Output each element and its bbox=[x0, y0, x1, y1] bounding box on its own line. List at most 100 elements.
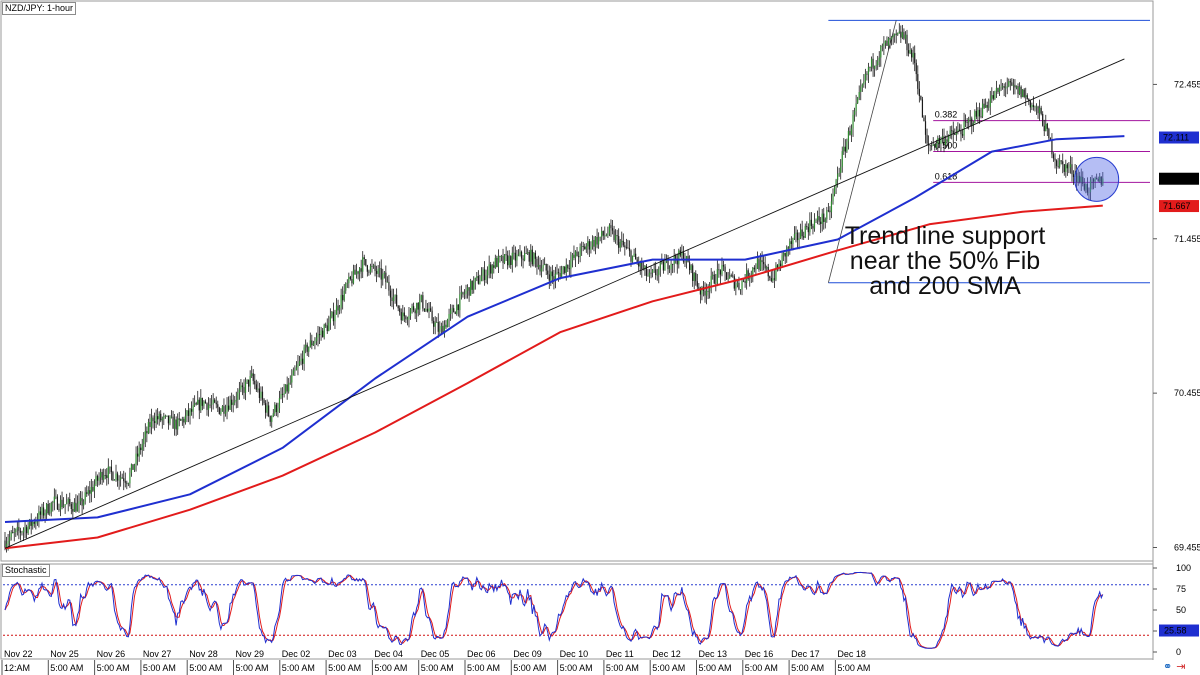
candle-body bbox=[565, 264, 567, 273]
candle-body bbox=[258, 388, 261, 398]
candle-body bbox=[775, 265, 777, 280]
candle-body bbox=[983, 103, 985, 108]
candle-body bbox=[719, 270, 722, 275]
candle-body bbox=[934, 144, 936, 148]
candle-body bbox=[86, 492, 88, 494]
candle-body bbox=[1014, 84, 1016, 88]
x-time-label: 5:00 AM bbox=[837, 663, 870, 673]
candle-body bbox=[978, 109, 981, 117]
candle-body bbox=[149, 422, 151, 427]
candle-body bbox=[41, 507, 43, 515]
candle-body bbox=[146, 431, 148, 434]
candle-body bbox=[394, 294, 396, 297]
candle-body bbox=[858, 92, 860, 99]
candle-body bbox=[209, 404, 211, 406]
candle-body bbox=[101, 471, 103, 480]
candle-body bbox=[1083, 183, 1085, 190]
x-time-label: 12:AM bbox=[4, 663, 30, 673]
candle-body bbox=[966, 122, 968, 123]
candle-body bbox=[70, 503, 72, 510]
candle-body bbox=[1002, 86, 1004, 87]
candle-body bbox=[27, 525, 29, 534]
candle-body bbox=[656, 274, 658, 276]
candle-body bbox=[547, 270, 549, 275]
candle-body bbox=[152, 417, 154, 422]
candle-body bbox=[869, 67, 871, 68]
candle-body bbox=[577, 256, 580, 258]
candle-body bbox=[87, 490, 89, 494]
candle-body bbox=[766, 267, 768, 269]
corner-tools[interactable]: ⚭ ⇥ bbox=[1163, 660, 1189, 673]
candle-body bbox=[161, 418, 163, 421]
candle-body bbox=[312, 343, 314, 346]
candle-body bbox=[470, 280, 472, 296]
candle-body bbox=[796, 232, 799, 241]
x-date-label: Dec 13 bbox=[699, 649, 728, 659]
candle-body bbox=[221, 406, 224, 412]
candle-body bbox=[756, 258, 759, 269]
trend-line bbox=[4, 58, 1125, 549]
candle-body bbox=[568, 268, 570, 270]
price-label-box bbox=[1159, 172, 1199, 185]
candle-body bbox=[587, 241, 589, 247]
candle-body bbox=[132, 464, 134, 470]
candle-body bbox=[1099, 176, 1101, 181]
candle-body bbox=[594, 236, 597, 247]
candle-body bbox=[451, 308, 453, 311]
candle-body bbox=[365, 259, 367, 266]
candle-body bbox=[964, 121, 967, 123]
candle-body bbox=[124, 481, 126, 483]
candle-body bbox=[389, 290, 392, 298]
candle-body bbox=[647, 275, 649, 277]
candle-body bbox=[1022, 89, 1024, 98]
candle-body bbox=[81, 498, 83, 506]
candle-body bbox=[496, 257, 498, 267]
delete-icon[interactable]: ⇥ bbox=[1176, 661, 1186, 673]
candle-body bbox=[459, 294, 461, 311]
candle-body bbox=[516, 254, 518, 261]
candle-body bbox=[153, 421, 156, 424]
x-date-label: Dec 12 bbox=[652, 649, 681, 659]
candle-body bbox=[1086, 184, 1089, 193]
candle-body bbox=[5, 543, 8, 548]
candle-body bbox=[44, 513, 46, 516]
candle-body bbox=[18, 526, 20, 531]
candle-body bbox=[305, 344, 307, 348]
candle-body bbox=[531, 249, 533, 265]
candle-body bbox=[988, 106, 990, 108]
candle-body bbox=[206, 403, 208, 410]
candle-body bbox=[462, 292, 464, 295]
link-icon[interactable]: ⚭ bbox=[1163, 661, 1173, 673]
candle-body bbox=[174, 419, 176, 429]
x-time-label: 5:00 AM bbox=[513, 663, 546, 673]
candle-body bbox=[1077, 175, 1079, 182]
candle-body bbox=[655, 269, 657, 276]
candle-body bbox=[240, 385, 242, 390]
candle-body bbox=[137, 453, 139, 457]
candle-body bbox=[58, 509, 60, 511]
candle-body bbox=[742, 280, 745, 282]
candle-body bbox=[465, 290, 467, 294]
x-date-label: Dec 16 bbox=[745, 649, 774, 659]
candle-body bbox=[420, 295, 422, 301]
candle-body bbox=[12, 532, 14, 534]
candle-body bbox=[1042, 113, 1044, 126]
candle-body bbox=[1082, 176, 1084, 184]
price-labels: 72.111 71.844 71.667 bbox=[1159, 131, 1199, 213]
candle-body bbox=[713, 274, 715, 284]
candle-body bbox=[906, 34, 908, 51]
candle-body bbox=[257, 388, 259, 390]
x-time-label: 5:00 AM bbox=[791, 663, 824, 673]
candle-body bbox=[692, 265, 694, 281]
candle-body bbox=[747, 270, 749, 279]
candle-body bbox=[773, 278, 776, 280]
candle-body bbox=[961, 134, 964, 136]
candle-body bbox=[268, 405, 270, 416]
candle-body bbox=[340, 294, 342, 308]
candle-body bbox=[981, 103, 984, 117]
candle-body bbox=[729, 275, 731, 279]
candle-body bbox=[616, 235, 618, 237]
candle-body bbox=[177, 418, 179, 430]
candle-body bbox=[741, 280, 743, 290]
candle-body bbox=[167, 415, 170, 424]
